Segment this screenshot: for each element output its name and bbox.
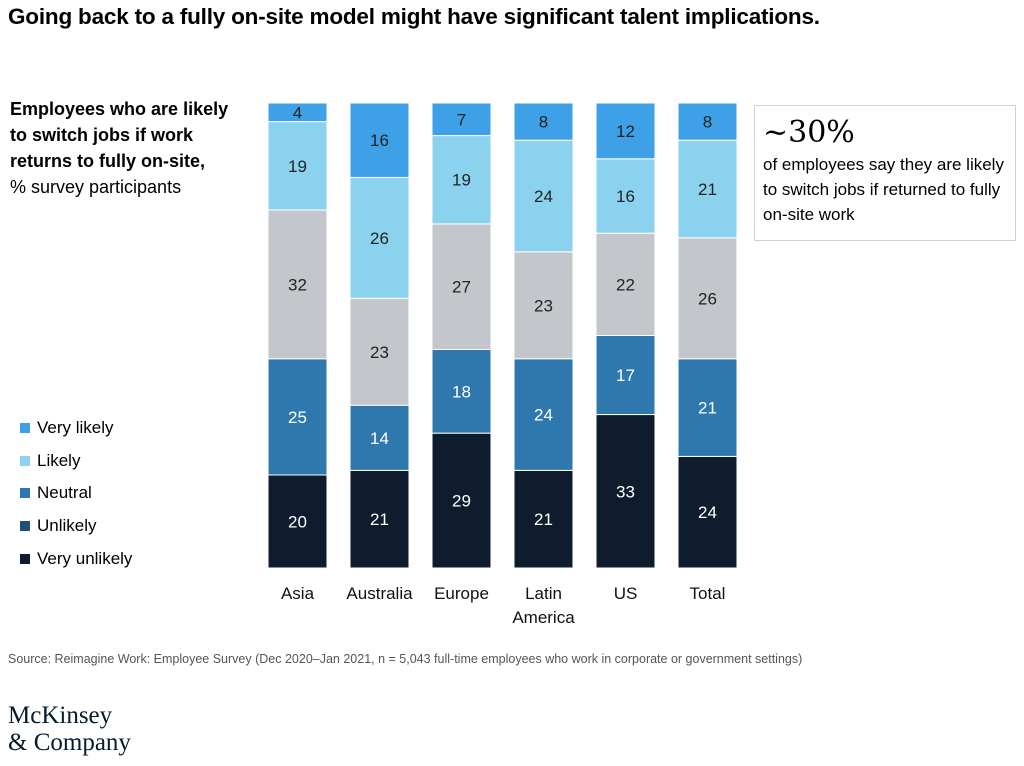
logo-line-1: McKinsey [8,702,113,729]
data-label: 32 [288,275,307,294]
bar-segment-very-unlikely [513,469,574,569]
callout-stat: ~30% [763,115,855,150]
legend-item-very-likely: Very likely [20,412,132,445]
legend-label: Likely [37,450,81,470]
x-tick-label: America [512,608,575,627]
mckinsey-logo: McKinsey & Company [8,702,131,756]
data-label: 7 [457,110,466,129]
legend-swatch [20,455,30,466]
data-label: 14 [370,429,389,448]
data-label: 24 [698,503,717,522]
bar-segment-very-likely [431,102,492,137]
data-label: 19 [288,157,307,176]
legend-label: Very likely [37,418,114,438]
legend-swatch [20,423,30,434]
legend-label: Very unlikely [37,548,133,568]
callout-box: ~30% of employees say they are likely to… [754,105,1016,241]
bar-segment-neutral [349,297,410,406]
bar-segment-very-likely [267,102,328,123]
legend-label: Neutral [37,483,92,503]
data-label: 23 [370,343,389,362]
x-tick-label: Australia [346,584,413,603]
x-tick-label: Latin [525,584,562,603]
subtitle-main: Employees who are likely to switch jobs … [10,99,229,171]
data-label: 26 [370,229,389,248]
logo-line-2: & Company [8,729,131,756]
x-tick-label: US [614,584,638,603]
bar-segment-likely [513,139,574,253]
bar-segment-very-likely [513,102,574,141]
data-label: 21 [698,180,717,199]
bar-segment-likely [349,176,410,299]
legend-item-neutral: Neutral [20,477,132,510]
data-label: 22 [616,275,635,294]
legend: Very likely Likely Neutral Unlikely Very unl… [20,412,132,575]
bar-segment-neutral [595,232,656,336]
bar-segment-very-unlikely [431,432,492,569]
data-label: 33 [616,482,635,501]
bar-segment-neutral [431,223,492,350]
data-label: 21 [370,510,389,529]
data-label: 8 [703,113,712,132]
data-label: 8 [539,113,548,132]
data-label: 24 [534,406,553,425]
bar-segment-very-unlikely [677,455,738,569]
x-tick-label: Total [690,584,726,603]
legend-label: Unlikely [37,516,97,536]
data-label: 18 [452,382,471,401]
bar-segment-very-likely [349,102,410,178]
bar-segment-neutral [267,209,328,360]
data-label: 23 [534,296,553,315]
stacked-bar-chart: 20 25 32 19 4 Asia 21 14 23 26 16 Australia 29 18 27 19… [267,102,738,627]
bar-segment-likely [595,158,656,234]
data-label: 26 [698,289,717,308]
data-label: 21 [534,510,553,529]
bar-segment-very-likely [595,102,656,160]
data-label: 27 [452,278,471,297]
bar-segment-very-likely [677,102,738,141]
data-label: 24 [534,187,553,206]
legend-item-unlikely: Unlikely [20,510,132,543]
legend-swatch [20,553,30,564]
x-tick-label: Europe [434,584,489,603]
bar-segment-unlikely [513,358,574,471]
data-label: 16 [616,187,635,206]
legend-swatch [20,488,30,499]
legend-item-very-unlikely: Very unlikely [20,542,132,575]
bar-segment-neutral [677,237,738,360]
source-note: Source: Reimagine Work: Employee Survey … [8,652,803,666]
bar-segment-very-unlikely [267,474,328,569]
legend-item-likely: Likely [20,445,132,478]
data-label: 17 [616,366,635,385]
bar-segment-unlikely [349,404,410,471]
legend-swatch [20,521,30,532]
bar-segment-neutral [513,251,574,360]
bar-segment-very-unlikely [349,469,410,569]
bar-segment-very-unlikely [595,414,656,569]
chart-title: Going back to a fully on-site model migh… [8,4,820,29]
data-label: 20 [288,513,307,532]
data-label: 25 [288,408,307,427]
bar-segment-likely [431,135,492,225]
data-label: 4 [293,103,302,122]
x-tick-label: Asia [281,584,315,603]
data-label: 21 [698,399,717,418]
subtitle-unit: % survey participants [10,177,182,197]
data-label: 19 [452,171,471,190]
bar-segment-unlikely [431,348,492,434]
chart-subtitle: Employees who are likely to switch jobs … [10,96,250,200]
callout-text: of employees say they are likely to swit… [763,155,1004,224]
bar-segment-unlikely [267,358,328,476]
data-label: 12 [616,122,635,141]
data-label: 29 [452,492,471,511]
bar-segment-unlikely [677,358,738,457]
data-label: 16 [370,131,389,150]
bar-segment-unlikely [595,335,656,416]
